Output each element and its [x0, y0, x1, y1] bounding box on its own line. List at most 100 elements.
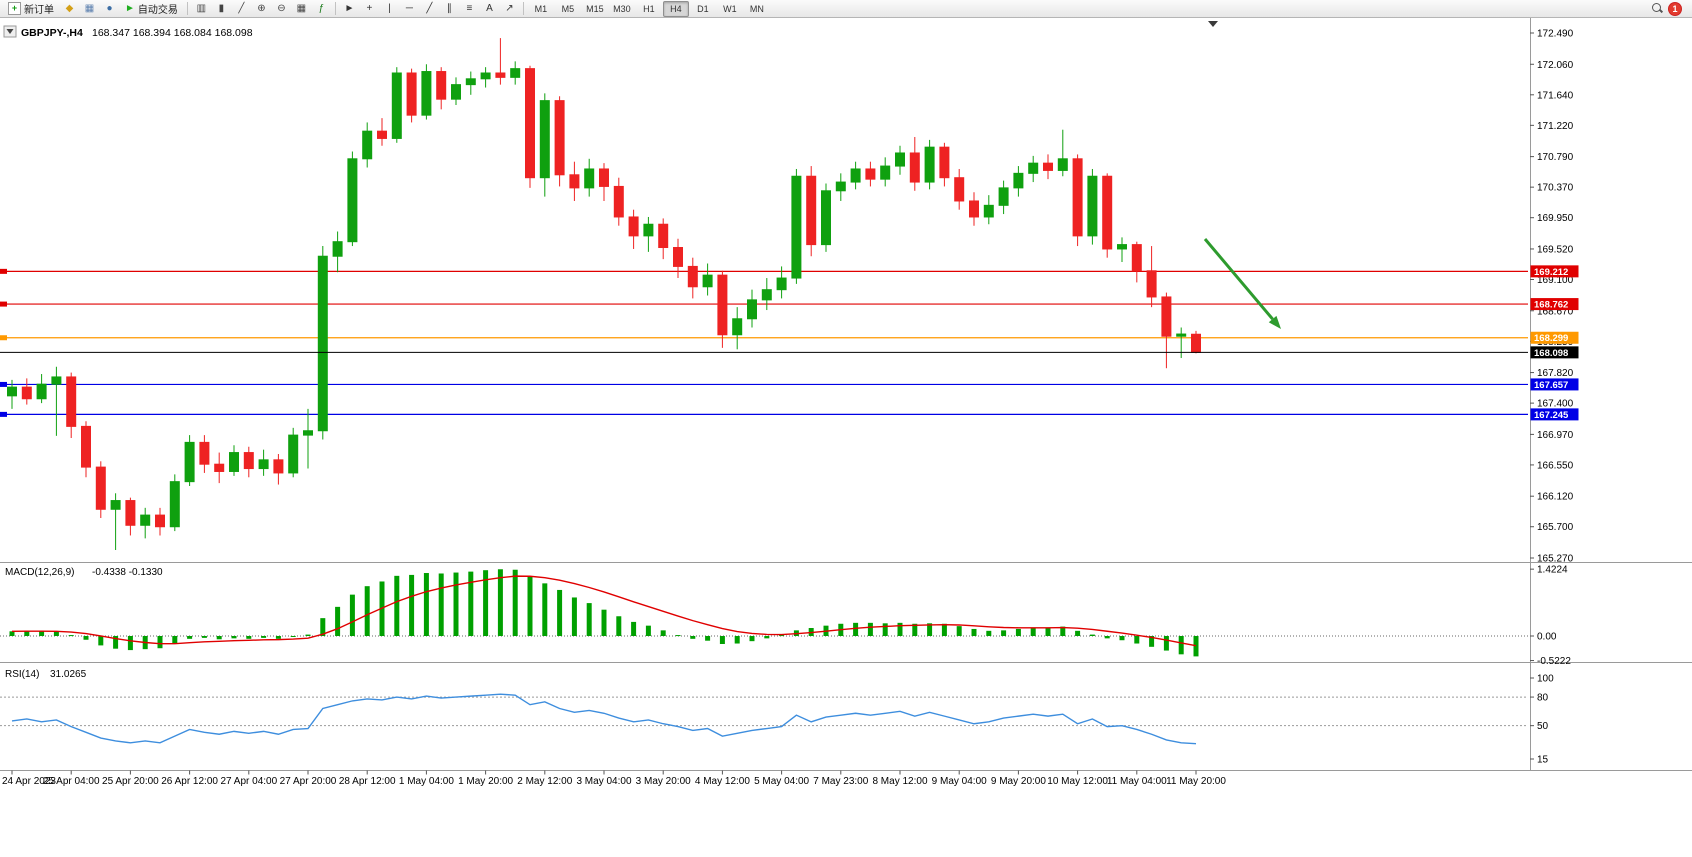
candle — [1013, 172, 1024, 189]
rsi-label: RSI(14) — [5, 669, 39, 680]
macd-bar — [986, 630, 992, 636]
timeframe-button-h1[interactable]: H1 — [643, 3, 655, 14]
macd-bar — [719, 636, 725, 644]
candle — [243, 452, 254, 470]
navigator-icon[interactable]: ● — [100, 0, 119, 17]
line-chart-icon[interactable]: ╱ — [232, 0, 251, 17]
chart-area[interactable]: 172.490 172.060 171.640 171.220 170.790 170.3… — [0, 18, 1692, 852]
indicators-icon[interactable]: ƒ — [312, 0, 331, 17]
timeframe-button-d1[interactable]: D1 — [697, 3, 709, 14]
timeframe-button-w1[interactable]: W1 — [723, 3, 737, 14]
bar-chart-icon[interactable]: ▥ — [192, 0, 211, 17]
zoom-out-icon[interactable]: ⊖ — [272, 0, 291, 17]
candle — [658, 223, 669, 249]
candle — [865, 168, 876, 180]
macd-bar — [912, 623, 918, 636]
candle — [1176, 333, 1187, 337]
crosshair-icon[interactable]: + — [360, 0, 379, 17]
timeframe-button-mn[interactable]: MN — [749, 3, 764, 14]
candle — [1117, 244, 1127, 250]
arrows-icon[interactable]: ↗ — [500, 0, 519, 17]
macd-bar — [364, 586, 370, 636]
candle — [998, 187, 1009, 206]
macd-bar — [409, 574, 415, 636]
candle — [1102, 175, 1113, 250]
time-axis-label: 27 Apr 20:00 — [280, 776, 337, 787]
time-axis-label: 1 May 20:00 — [458, 776, 513, 787]
rsi-scale-label: 50 — [1537, 721, 1549, 732]
timeframe-button-m1[interactable]: M1 — [534, 3, 548, 14]
time-axis-label: 5 May 04:00 — [754, 776, 809, 787]
macd-bar — [187, 636, 193, 639]
tile-windows-icon[interactable]: ▦ — [292, 0, 311, 17]
cursor-icon[interactable]: ► — [340, 0, 359, 17]
notification-badge[interactable]: 1 — [1669, 2, 1681, 15]
current-price-tag — [1530, 346, 1579, 359]
macd-bar — [1119, 636, 1125, 641]
timeframe-button-m30[interactable]: M30 — [613, 3, 631, 14]
macd-bar — [734, 636, 740, 644]
vertical-line-icon[interactable]: | — [380, 0, 399, 17]
macd-bar — [394, 575, 400, 636]
macd-bar — [468, 571, 474, 636]
time-axis-label: 28 Apr 12:00 — [339, 776, 396, 787]
trendline-icon[interactable]: ╱ — [420, 0, 439, 17]
candle — [732, 318, 743, 336]
macd-bar — [275, 636, 281, 639]
market-watch-icon[interactable]: ◆ — [60, 0, 79, 17]
candle — [835, 181, 846, 192]
text-icon[interactable]: A — [480, 0, 499, 17]
price-axis-label: 167.400 — [1537, 399, 1574, 410]
time-axis-label: 11 May 04:00 — [1107, 776, 1167, 787]
toolbar-separator — [334, 2, 336, 15]
macd-bar — [764, 636, 770, 639]
macd-bar — [542, 583, 548, 636]
price-line-left-handle[interactable] — [0, 301, 7, 307]
price-axis-label: 166.120 — [1537, 492, 1574, 503]
search-icon[interactable] — [1651, 2, 1664, 15]
candle — [421, 71, 432, 116]
candle — [480, 72, 491, 80]
new-order-button[interactable]: + 新订单 — [3, 0, 59, 17]
price-line-left-handle[interactable] — [0, 335, 7, 341]
chevron-down-icon — [6, 29, 14, 34]
time-axis-label: 9 May 20:00 — [991, 776, 1046, 787]
time-axis-label: 3 May 04:00 — [576, 776, 631, 787]
candle — [613, 185, 624, 218]
macd-bar — [557, 589, 563, 636]
macd-bar — [24, 630, 30, 636]
indicators-icon-glyph: ƒ — [318, 3, 325, 14]
candle — [569, 174, 580, 189]
price-axis-label: 169.100 — [1537, 275, 1574, 286]
timeframe-button-m15[interactable]: M15 — [586, 3, 604, 14]
horizontal-line-icon[interactable]: ─ — [400, 0, 419, 17]
candlestick-chart-icon[interactable]: ▮ — [212, 0, 231, 17]
zoom-in-icon[interactable]: ⊕ — [252, 0, 271, 17]
candle — [895, 152, 905, 167]
candle — [140, 514, 151, 526]
new-order-glyph: + — [8, 2, 21, 15]
timeframe-button-h4[interactable]: H4 — [662, 0, 689, 17]
autotrading-button[interactable]: ► 自动交易 — [120, 0, 183, 17]
cursor-icon-glyph: ► — [344, 3, 355, 14]
price-line-left-handle[interactable] — [0, 268, 7, 274]
data-window-icon[interactable]: ▦ — [80, 0, 99, 17]
macd-bar — [9, 631, 15, 636]
price-axis-label: 172.060 — [1537, 60, 1574, 71]
candle — [599, 168, 609, 187]
price-axis-label: 171.220 — [1537, 121, 1574, 132]
price-line-left-handle[interactable] — [0, 381, 7, 387]
trend-arrow[interactable] — [1203, 238, 1274, 321]
candle — [924, 146, 935, 183]
candle — [214, 463, 225, 472]
candle — [761, 289, 772, 301]
price-line-left-handle[interactable] — [0, 411, 7, 417]
candle — [954, 177, 965, 202]
candle — [525, 68, 535, 179]
timeframe-button-m5[interactable]: M5 — [561, 3, 575, 14]
candle — [939, 146, 950, 179]
fibonacci-icon[interactable]: ≡ — [460, 0, 479, 17]
macd-bar — [645, 625, 651, 636]
price-line-tag — [1530, 298, 1579, 311]
equidistant-channel-icon[interactable]: ∥ — [440, 0, 459, 17]
